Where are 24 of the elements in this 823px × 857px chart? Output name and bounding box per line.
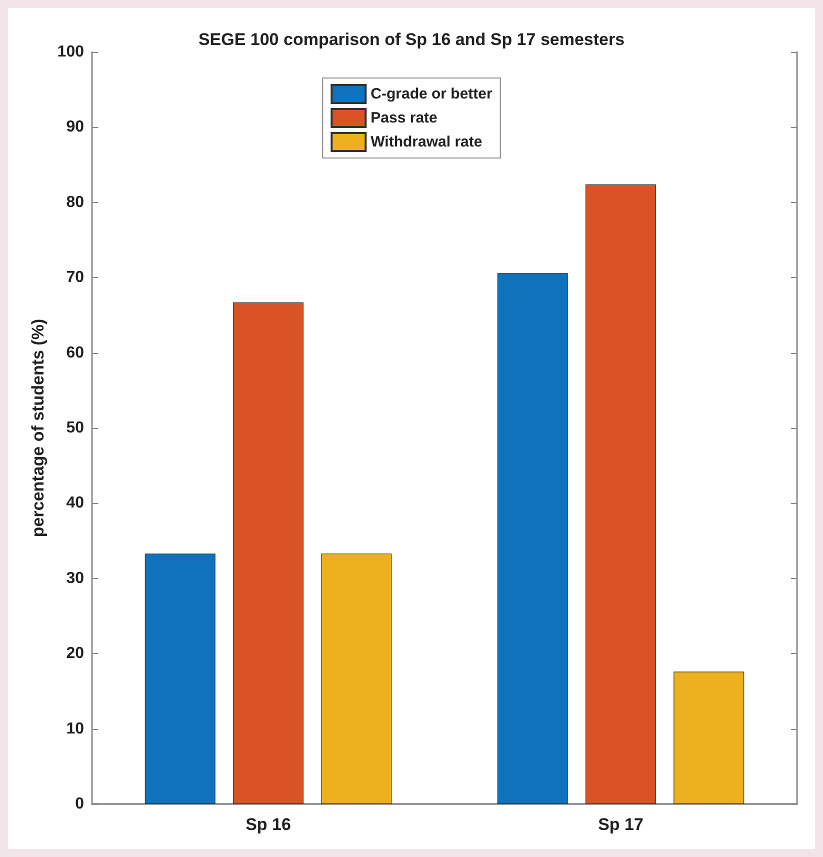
y-axis-title: percentage of students (%) [28, 318, 48, 538]
chart-title: SEGE 100 comparison of Sp 16 and Sp 17 semesters [198, 30, 625, 49]
y-tick-label: 80 [66, 194, 84, 211]
bar [321, 554, 392, 804]
legend-label: Pass rate [370, 110, 438, 126]
legend-label: Withdrawal rate [370, 134, 482, 150]
y-tick-label: 70 [66, 269, 84, 286]
bar [233, 302, 304, 804]
x-tick-label: Sp 17 [598, 815, 644, 834]
bar [497, 273, 568, 804]
x-tick-label: Sp 16 [246, 815, 291, 834]
bar [144, 554, 216, 804]
y-tick-label: 50 [66, 420, 84, 436]
y-tick-label: 60 [66, 344, 84, 362]
y-tick-label: 0 [75, 796, 84, 812]
y-tick-label: 40 [66, 494, 84, 512]
bar [586, 184, 656, 804]
bar [674, 672, 744, 804]
y-tick-label: 100 [57, 44, 84, 60]
y-tick-label: 20 [66, 645, 84, 662]
y-tick-label: 30 [66, 570, 84, 587]
legend-label: C-grade or better [370, 86, 493, 102]
y-tick-label: 90 [66, 118, 84, 136]
y-tick-label: 10 [66, 720, 84, 738]
